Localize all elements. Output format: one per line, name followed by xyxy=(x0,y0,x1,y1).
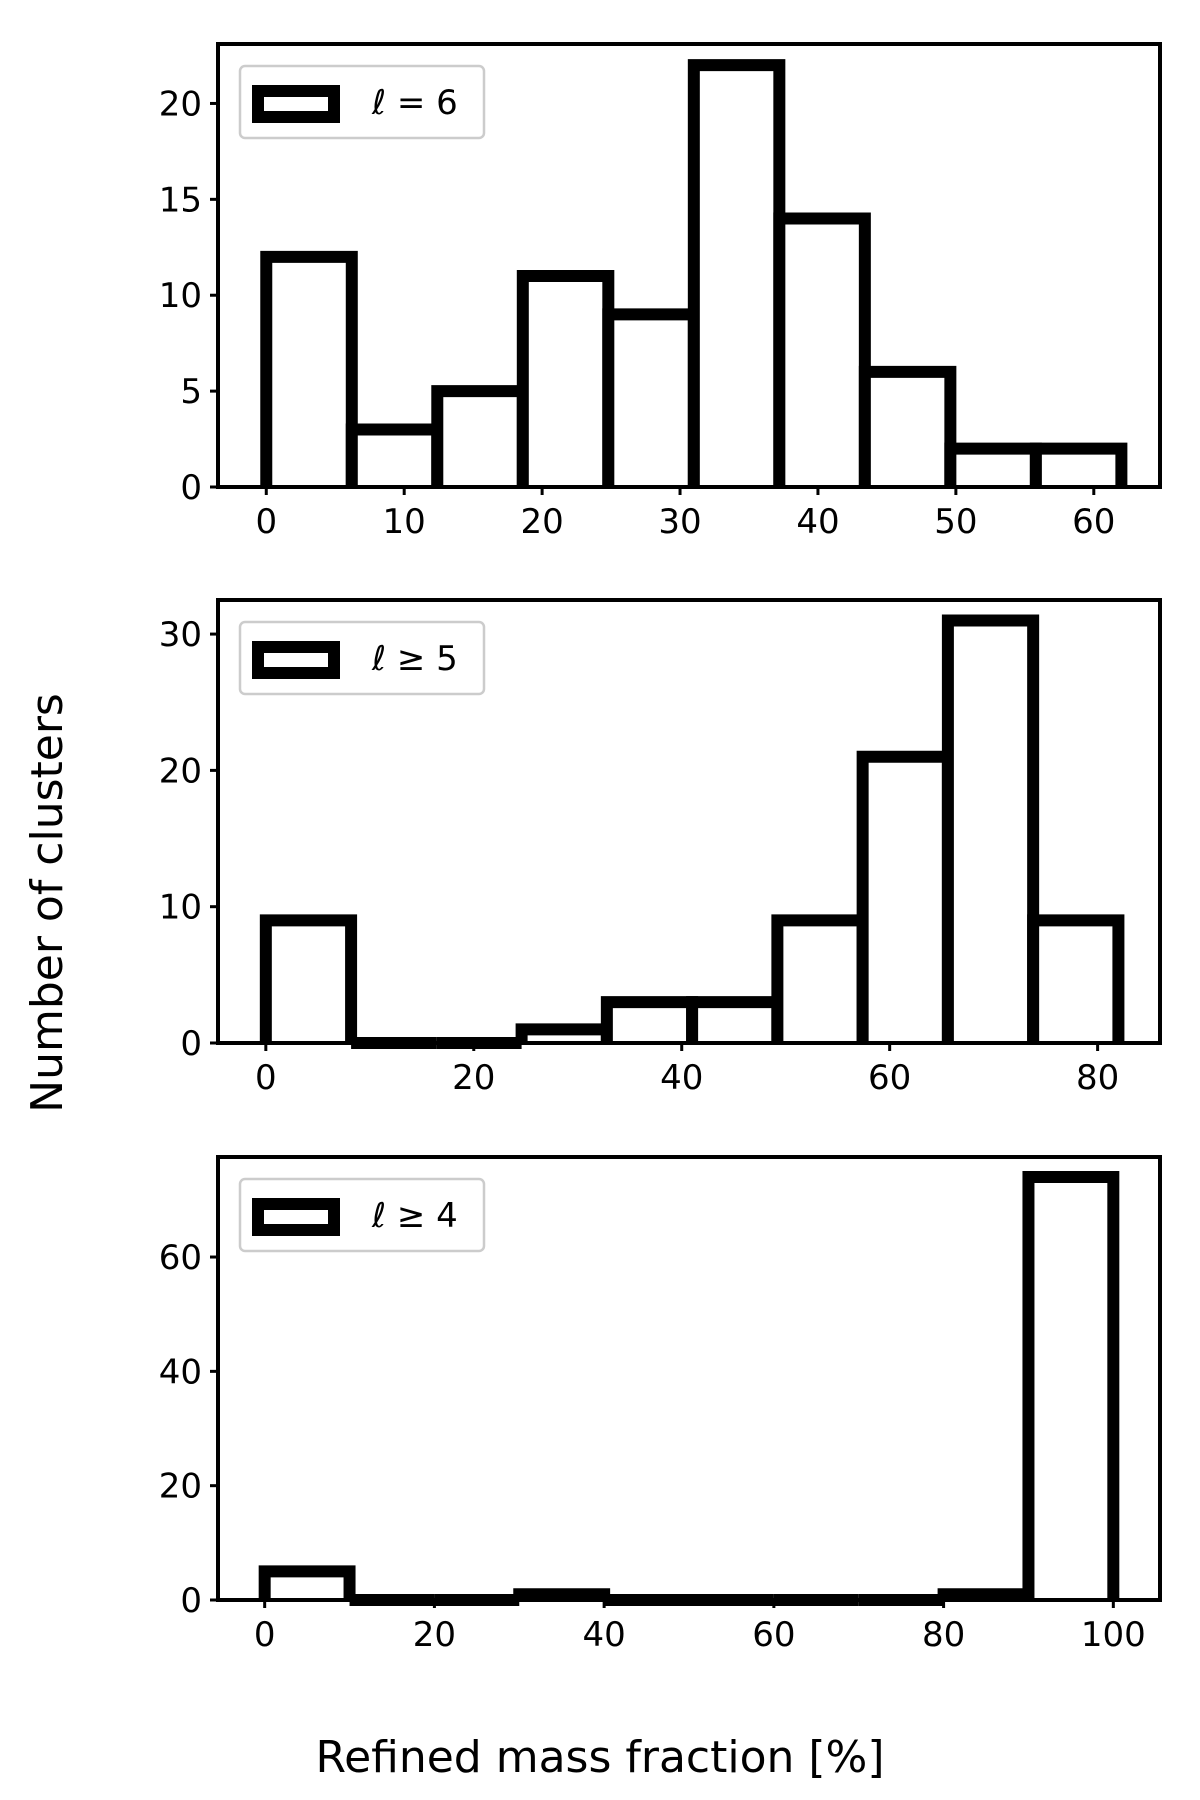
y-tick-label: 15 xyxy=(159,180,202,220)
histogram-bar xyxy=(345,423,444,487)
legend-swatch xyxy=(252,1198,340,1236)
histogram-bar xyxy=(602,308,700,487)
y-axis-title: Number of clusters xyxy=(22,693,73,1113)
x-tick-label: 20 xyxy=(452,1058,495,1098)
y-tick-label: 0 xyxy=(180,468,202,508)
histogram-bar xyxy=(258,1565,356,1600)
y-tick-label: 40 xyxy=(159,1352,202,1392)
histogram-bar xyxy=(431,385,529,487)
y-tick-label: 30 xyxy=(159,615,202,655)
x-tick-label: 100 xyxy=(1081,1615,1146,1655)
y-tick-label: 60 xyxy=(159,1238,202,1278)
y-tick-label: 5 xyxy=(180,372,202,412)
histogram-bar xyxy=(1022,1171,1120,1600)
histogram-bar xyxy=(773,212,871,487)
histogram-bar xyxy=(260,250,358,487)
legend-swatch xyxy=(252,641,340,679)
histogram-bar xyxy=(515,1023,613,1043)
legend-label: ℓ ≥ 4 xyxy=(371,1196,458,1236)
panels-group: 0 10 20 30 40 50 60 0 5 10 15 20 ℓ = 6 0 20 40 60 80 0 10 20… xyxy=(159,42,1162,1655)
x-tick-label: 40 xyxy=(796,502,839,542)
x-tick-label: 40 xyxy=(660,1058,703,1098)
histogram-bar xyxy=(259,914,358,1043)
x-tick-label: 50 xyxy=(934,502,977,542)
histogram-panel-1: 0 10 20 30 40 50 60 0 5 10 15 20 ℓ = 6 xyxy=(159,42,1162,542)
histogram-bar xyxy=(858,365,957,487)
y-tick-label: 10 xyxy=(159,276,202,316)
y-tick-label: 0 xyxy=(180,1024,202,1064)
histogram-bar xyxy=(686,996,784,1043)
x-tick-label: 0 xyxy=(255,1058,277,1098)
histogram-bar xyxy=(856,750,954,1043)
histogram-bar xyxy=(1029,442,1128,487)
x-tick-label: 30 xyxy=(658,502,701,542)
x-tick-label: 80 xyxy=(922,1615,965,1655)
y-tick-label: 20 xyxy=(159,84,202,124)
y-tick-label: 10 xyxy=(159,888,202,928)
plot-frame xyxy=(216,598,1162,1045)
x-tick-label: 20 xyxy=(520,502,563,542)
x-tick-label: 0 xyxy=(254,1615,276,1655)
y-tick-label: 20 xyxy=(159,1467,202,1507)
x-tick-label: 60 xyxy=(868,1058,911,1098)
histogram-bar xyxy=(1027,914,1125,1043)
plot-frame xyxy=(216,42,1162,489)
histogram-bar xyxy=(600,996,699,1043)
histogram-bar xyxy=(771,914,869,1043)
histogram-panel-2: 0 20 40 60 80 0 10 20 30 ℓ ≥ 5 xyxy=(159,598,1162,1098)
x-tick-label: 60 xyxy=(1072,502,1115,542)
x-tick-label: 80 xyxy=(1076,1058,1119,1098)
x-tick-label: 60 xyxy=(752,1615,795,1655)
y-tick-label: 20 xyxy=(159,751,202,791)
legend-label: ℓ ≥ 5 xyxy=(371,639,458,679)
y-tick-label: 0 xyxy=(180,1581,202,1621)
plot-frame xyxy=(216,1155,1162,1602)
histogram-panel-3: 0 20 40 60 80 100 0 20 40 60 ℓ ≥ 4 xyxy=(159,1155,1162,1655)
x-tick-label: 0 xyxy=(255,502,277,542)
legend-label: ℓ = 6 xyxy=(371,83,458,123)
x-tick-label: 20 xyxy=(413,1615,456,1655)
legend-swatch xyxy=(252,85,340,123)
x-tick-label: 40 xyxy=(583,1615,626,1655)
histogram-bar xyxy=(687,59,786,487)
histogram-bar xyxy=(516,270,615,487)
x-axis-title: Refined mass fraction [%] xyxy=(315,1732,884,1783)
histogram-bar xyxy=(941,614,1040,1043)
x-tick-label: 10 xyxy=(383,502,426,542)
histogram-bar xyxy=(944,442,1042,487)
